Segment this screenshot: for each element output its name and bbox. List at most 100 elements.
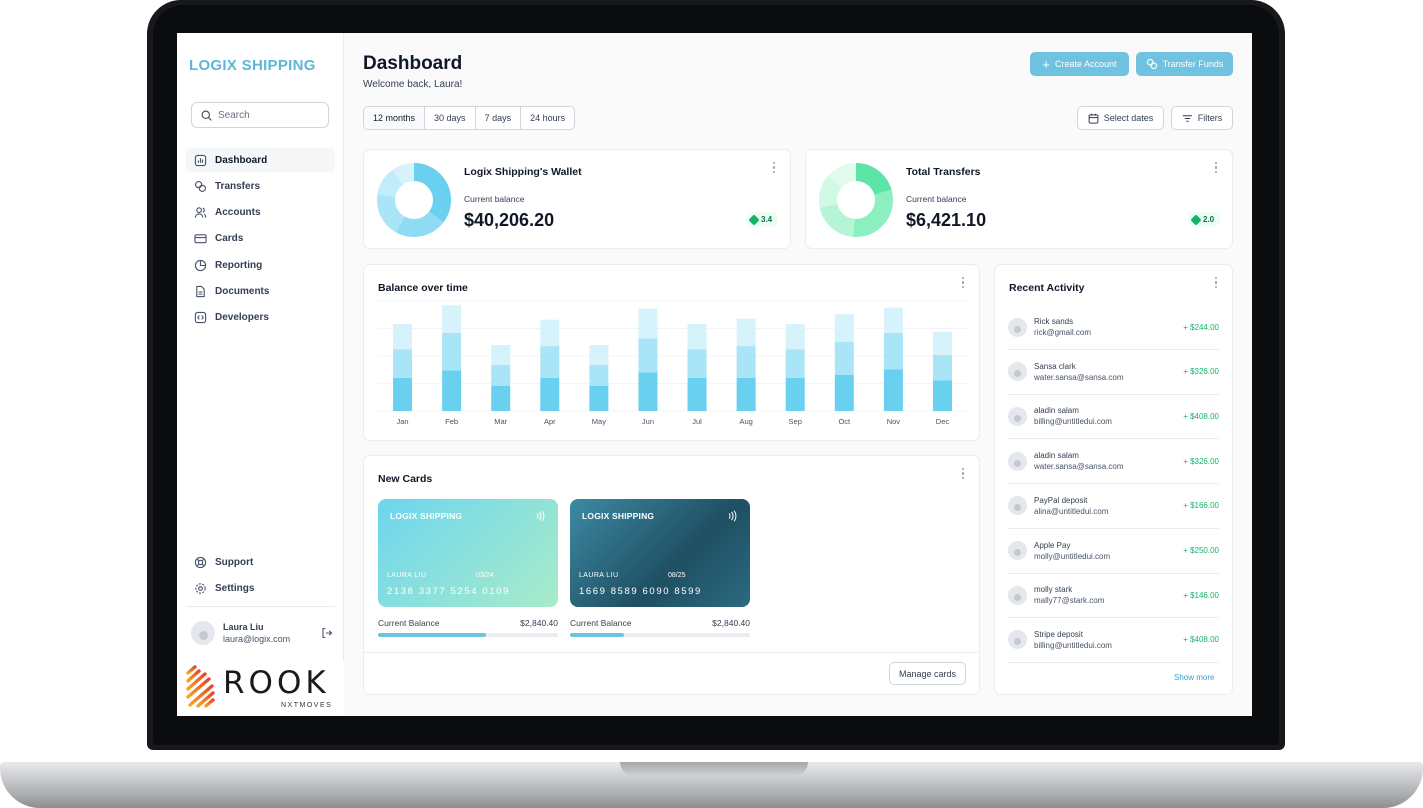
list-item[interactable]: aladin salam billing@untitledui.com + $408… xyxy=(1008,394,1219,440)
show-more-link[interactable]: Show more xyxy=(1174,673,1215,682)
activity-email: rick@gmail.com xyxy=(1034,328,1092,337)
chart-bar-segment[interactable] xyxy=(638,338,658,373)
chart-bar-segment[interactable] xyxy=(932,380,952,411)
activity-amount: + $146.00 xyxy=(1183,590,1219,600)
trend-up-icon xyxy=(1190,213,1202,226)
sidebar-item-cards[interactable]: Cards xyxy=(186,227,335,251)
select-dates-button[interactable]: Select dates xyxy=(1077,106,1164,130)
sidebar-item-transfers[interactable]: Transfers xyxy=(186,174,335,198)
tab-7-days[interactable]: 7 days xyxy=(476,107,522,129)
chart-bar-segment[interactable] xyxy=(442,332,462,371)
chart-bar-segment[interactable] xyxy=(393,349,413,378)
manage-cards-button[interactable]: Manage cards xyxy=(889,662,966,685)
calendar-icon xyxy=(1088,113,1099,124)
list-item[interactable]: Apple Pay molly@untitledui.com + $250.00 xyxy=(1008,529,1219,574)
chart-bar-segment[interactable] xyxy=(442,370,462,411)
chart-bar-segment[interactable] xyxy=(491,345,511,365)
chart-bar-segment[interactable] xyxy=(638,372,658,412)
more-menu-icon[interactable] xyxy=(1215,162,1218,174)
chart-bar-segment[interactable] xyxy=(393,324,413,350)
chart-bar-segment[interactable] xyxy=(834,314,854,342)
sidebar-item-settings[interactable]: Settings xyxy=(186,576,335,600)
user-name: Laura Liu xyxy=(223,622,264,632)
activity-amount: + $408.00 xyxy=(1183,411,1219,421)
user-profile[interactable]: Laura Liu laura@logix.com xyxy=(191,621,333,645)
activity-email: billing@untitledui.com xyxy=(1034,417,1112,427)
card-expiry: 03/24 xyxy=(476,572,494,579)
chart-tick-label: Apr xyxy=(543,417,556,426)
tab-12-months[interactable]: 12 months xyxy=(364,107,426,129)
more-menu-icon[interactable] xyxy=(962,468,965,480)
chart-bar-segment[interactable] xyxy=(883,369,903,411)
chart-tick-label: Sep xyxy=(788,417,802,426)
credit-card-2[interactable]: LOGIX SHIPPING LAURA LIU 08/25 1669 8589… xyxy=(570,499,750,607)
credit-card-1[interactable]: LOGIX SHIPPING LAURA LIU 03/24 2138 3377… xyxy=(378,499,558,607)
chart-bar-segment[interactable] xyxy=(932,354,952,381)
activity-name: Rick sands xyxy=(1034,317,1074,326)
chart-bar-segment[interactable] xyxy=(687,349,707,378)
list-item[interactable]: PayPal deposit alina@untitledui.com + $166… xyxy=(1008,484,1219,529)
sidebar-item-support[interactable]: Support xyxy=(186,550,335,574)
filters-button[interactable]: Filters xyxy=(1171,106,1233,130)
coins-swap-icon xyxy=(1146,58,1157,70)
sidebar-item-developers[interactable]: Developers xyxy=(186,306,335,330)
logout-icon[interactable] xyxy=(321,627,333,639)
sidebar-item-accounts[interactable]: Accounts xyxy=(186,201,335,225)
chart-bar-segment[interactable] xyxy=(687,324,707,350)
tab-30-days[interactable]: 30 days xyxy=(425,107,476,129)
card-brand: LOGIX SHIPPING xyxy=(582,511,655,521)
more-menu-icon[interactable] xyxy=(773,162,776,174)
chart-bar-segment[interactable] xyxy=(785,324,805,350)
chart-bar-segment[interactable] xyxy=(834,341,854,375)
search-input[interactable]: Search xyxy=(191,102,329,128)
credit-card-icon xyxy=(194,234,207,244)
sidebar-item-reporting[interactable]: Reporting xyxy=(186,253,335,277)
chart-tick-label: May xyxy=(591,417,606,426)
chart-bar-segment[interactable] xyxy=(442,305,462,333)
chart-bar-segment[interactable] xyxy=(540,346,560,378)
chart-bar-segment[interactable] xyxy=(638,308,658,339)
chart-bar-segment[interactable] xyxy=(589,385,609,411)
sidebar-item-dashboard[interactable]: Dashboard xyxy=(186,148,335,172)
chart-bar-segment[interactable] xyxy=(883,332,903,370)
create-account-button[interactable]: + Create Account xyxy=(1030,52,1129,76)
activity-name: aladin salam xyxy=(1034,406,1079,416)
chart-bar-segment[interactable] xyxy=(491,385,511,411)
chart-bar-segment[interactable] xyxy=(932,331,952,355)
more-menu-icon[interactable] xyxy=(962,277,965,289)
list-item[interactable]: molly stark mally77@stark.com + $146.00 xyxy=(1008,573,1219,619)
sidebar-item-documents[interactable]: Documents xyxy=(186,279,335,303)
wallet-balance: $40,206.20 xyxy=(464,210,555,230)
chart-bar-segment[interactable] xyxy=(834,374,854,411)
sidebar-item-label: Support xyxy=(215,556,254,568)
list-item[interactable]: Sansa clark water.sansa@sansa.com + $326.0… xyxy=(1008,350,1219,395)
chart-bar-segment[interactable] xyxy=(785,349,805,378)
chart-bar-segment[interactable] xyxy=(491,364,511,386)
transfers-stat-card: Total Transfers Current balance $6,421.1… xyxy=(805,149,1233,249)
list-item[interactable]: Stripe deposit billing@untitledui.com + $4… xyxy=(1008,618,1219,663)
code-icon xyxy=(194,312,207,324)
chart-bar-segment[interactable] xyxy=(883,307,903,333)
chart-bar-segment[interactable] xyxy=(785,378,805,411)
bar-chart-square-icon xyxy=(194,154,207,166)
tab-24-hours[interactable]: 24 hours xyxy=(530,113,566,123)
chart-bar-segment[interactable] xyxy=(687,378,707,411)
chart-bar-segment[interactable] xyxy=(540,319,560,347)
more-menu-icon[interactable] xyxy=(1215,277,1218,289)
app-logo[interactable]: LOGIX SHIPPING xyxy=(189,57,316,74)
transfer-funds-button[interactable]: Transfer Funds xyxy=(1136,52,1233,76)
contactless-icon xyxy=(728,510,737,522)
sidebar-item-label: Developers xyxy=(215,312,269,324)
chart-bar-segment[interactable] xyxy=(589,364,609,386)
card-expiry: 08/25 xyxy=(668,572,686,579)
chart-bar-segment[interactable] xyxy=(736,378,756,411)
list-item[interactable]: Rick sands rick@gmail.com + $244.00 xyxy=(1008,305,1219,350)
chart-bar-segment[interactable] xyxy=(540,378,560,411)
chart-bar-segment[interactable] xyxy=(393,378,413,411)
laptop-notch xyxy=(620,762,808,776)
activity-name: Stripe deposit xyxy=(1034,629,1083,639)
chart-bar-segment[interactable] xyxy=(736,346,756,378)
chart-bar-segment[interactable] xyxy=(589,345,609,365)
chart-bar-segment[interactable] xyxy=(736,318,756,347)
list-item[interactable]: aladin salam water.sansa@sansa.com + $326.… xyxy=(1008,439,1219,485)
